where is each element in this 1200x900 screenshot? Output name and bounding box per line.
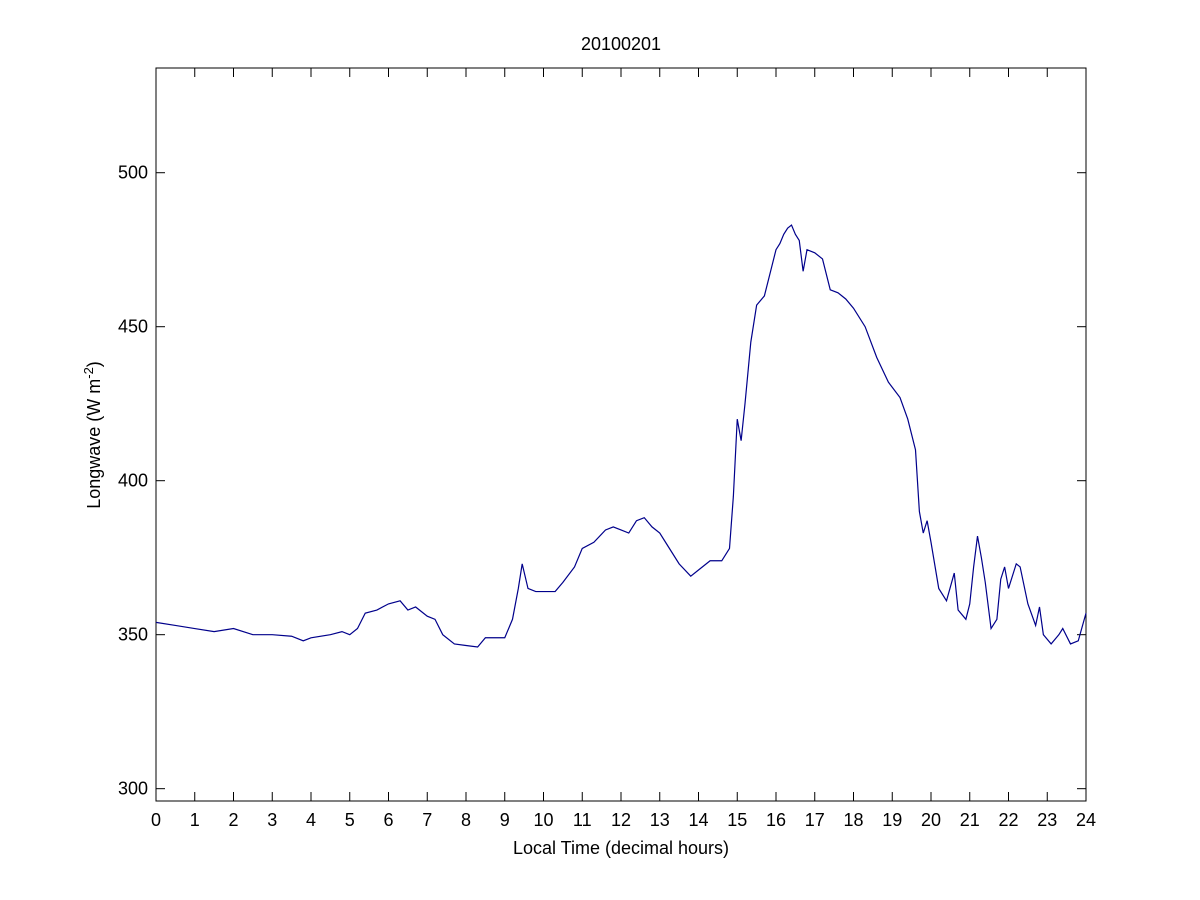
x-tick-label: 24 [1076, 810, 1096, 830]
x-tick-label: 3 [267, 810, 277, 830]
x-tick-label: 4 [306, 810, 316, 830]
y-tick-label: 400 [118, 471, 148, 491]
x-tick-label: 21 [960, 810, 980, 830]
y-tick-label: 300 [118, 779, 148, 799]
y-label-end: ) [84, 361, 104, 367]
x-tick-label: 0 [151, 810, 161, 830]
y-tick-label: 450 [118, 317, 148, 337]
y-label-main: Longwave (W m [84, 379, 104, 509]
x-tick-label: 14 [688, 810, 708, 830]
x-tick-label: 22 [998, 810, 1018, 830]
chart-title: 20100201 [581, 34, 661, 54]
x-tick-label: 9 [500, 810, 510, 830]
x-tick-label: 13 [650, 810, 670, 830]
x-tick-label: 23 [1037, 810, 1057, 830]
y-label-sup: -2 [81, 367, 96, 379]
x-tick-label: 16 [766, 810, 786, 830]
data-line [155, 224, 1087, 648]
x-axis-label: Local Time (decimal hours) [513, 838, 729, 858]
plot-area [155, 67, 1087, 802]
x-tick-label: 20 [921, 810, 941, 830]
y-tick-label: 350 [118, 625, 148, 645]
x-tick-label: 2 [228, 810, 238, 830]
x-tick-label: 11 [573, 810, 592, 830]
x-tick-label: 17 [805, 810, 825, 830]
x-tick-label: 6 [383, 810, 393, 830]
x-tick-label: 10 [533, 810, 553, 830]
x-tick-label: 5 [345, 810, 355, 830]
x-tick-label: 7 [422, 810, 432, 830]
x-tick-label: 15 [727, 810, 747, 830]
x-tick-label: 18 [843, 810, 863, 830]
y-axis-label: Longwave (W m-2) [81, 361, 104, 509]
x-tick-label: 12 [611, 810, 631, 830]
x-tick-label: 1 [190, 810, 200, 830]
y-tick-label: 500 [118, 163, 148, 183]
x-tick-label: 8 [461, 810, 471, 830]
x-tick-label: 19 [882, 810, 902, 830]
